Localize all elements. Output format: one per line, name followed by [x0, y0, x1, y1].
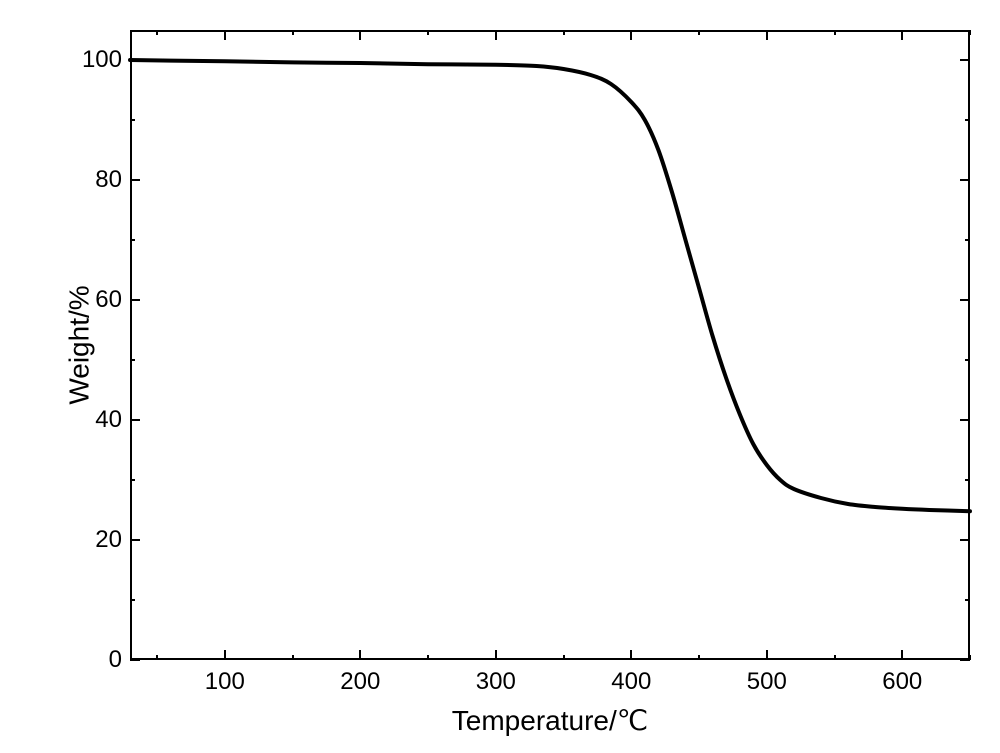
- x-tick-minor-top: [427, 30, 429, 35]
- x-tick-label: 400: [611, 668, 651, 696]
- y-tick-major: [130, 299, 140, 301]
- x-tick-label: 200: [340, 668, 380, 696]
- y-tick-minor-right: [965, 599, 970, 601]
- x-tick-major: [630, 650, 632, 660]
- y-tick-minor-right: [965, 119, 970, 121]
- x-tick-minor-top: [292, 30, 294, 35]
- x-tick-major: [224, 650, 226, 660]
- y-tick-minor-right: [965, 239, 970, 241]
- y-tick-major: [130, 59, 140, 61]
- y-tick-major: [130, 659, 140, 661]
- x-tick-minor: [563, 655, 565, 660]
- tga-curve-path: [130, 60, 970, 511]
- x-tick-major-top: [224, 30, 226, 40]
- x-tick-major: [495, 650, 497, 660]
- weight-curve: [0, 0, 1000, 753]
- y-tick-label: 80: [80, 166, 122, 194]
- y-tick-major-right: [960, 419, 970, 421]
- x-tick-minor: [292, 655, 294, 660]
- x-tick-minor-top: [563, 30, 565, 35]
- y-tick-label: 100: [80, 46, 122, 74]
- x-tick-minor: [156, 655, 158, 660]
- x-tick-minor: [427, 655, 429, 660]
- y-tick-label: 20: [80, 526, 122, 554]
- y-tick-minor: [130, 239, 135, 241]
- y-tick-major: [130, 179, 140, 181]
- y-tick-major-right: [960, 179, 970, 181]
- x-tick-major-top: [630, 30, 632, 40]
- x-tick-label: 500: [747, 668, 787, 696]
- x-tick-minor: [834, 655, 836, 660]
- y-tick-minor-right: [965, 479, 970, 481]
- x-tick-major-top: [495, 30, 497, 40]
- x-tick-major: [359, 650, 361, 660]
- tga-chart: 100200300400500600020406080100 Temperatu…: [0, 0, 1000, 753]
- x-tick-minor-top: [156, 30, 158, 35]
- x-tick-major-top: [901, 30, 903, 40]
- x-tick-minor-top: [698, 30, 700, 35]
- y-tick-major: [130, 419, 140, 421]
- x-tick-major: [766, 650, 768, 660]
- x-tick-label: 100: [205, 668, 245, 696]
- y-tick-minor: [130, 119, 135, 121]
- x-axis-label: Temperature/℃: [452, 704, 648, 737]
- x-tick-label: 600: [882, 668, 922, 696]
- y-tick-minor: [130, 479, 135, 481]
- x-tick-minor-top: [834, 30, 836, 35]
- y-tick-major-right: [960, 659, 970, 661]
- y-tick-label: 0: [80, 646, 122, 674]
- x-tick-major-top: [766, 30, 768, 40]
- y-tick-major: [130, 539, 140, 541]
- x-tick-major-top: [359, 30, 361, 40]
- y-tick-major-right: [960, 299, 970, 301]
- x-tick-minor: [698, 655, 700, 660]
- y-tick-label: 40: [80, 406, 122, 434]
- y-tick-minor-right: [965, 359, 970, 361]
- y-tick-major-right: [960, 539, 970, 541]
- y-tick-minor: [130, 359, 135, 361]
- x-tick-minor-top: [969, 30, 971, 35]
- y-axis-label: Weight/%: [64, 285, 96, 404]
- y-tick-major-right: [960, 59, 970, 61]
- x-tick-label: 300: [476, 668, 516, 696]
- x-tick-major: [901, 650, 903, 660]
- y-tick-minor: [130, 599, 135, 601]
